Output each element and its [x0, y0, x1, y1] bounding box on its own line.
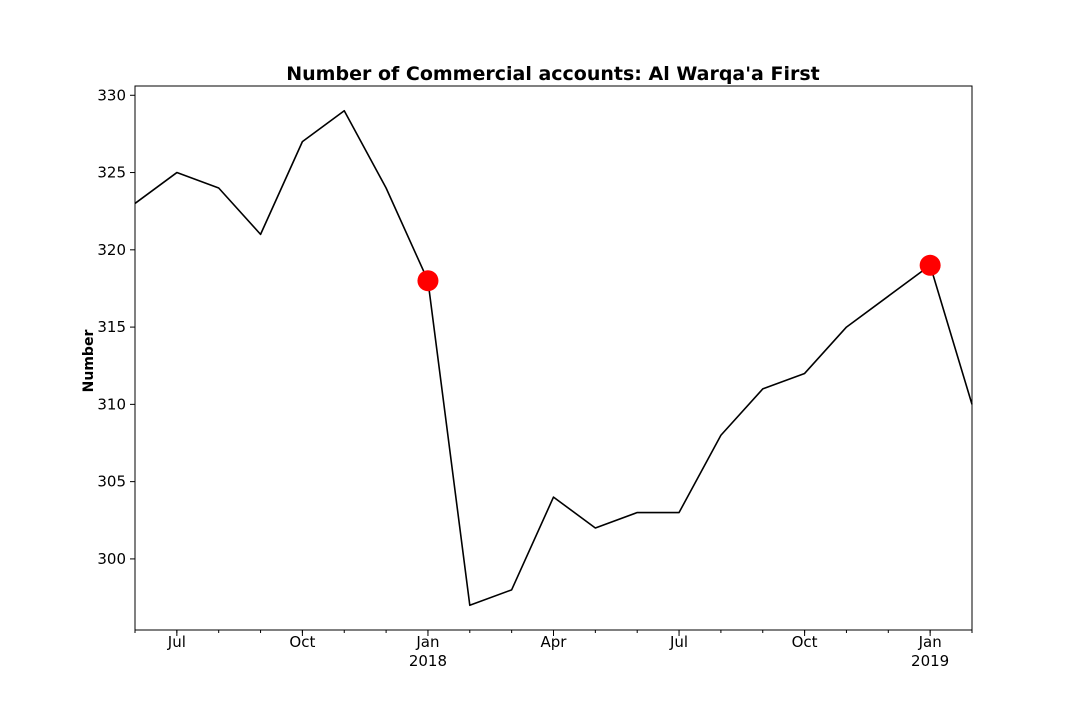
x-tick-label: Jul — [167, 633, 186, 651]
plot-area-frame — [134, 85, 973, 631]
y-tick-label: 300 — [97, 550, 126, 568]
y-tick-label: 305 — [97, 473, 126, 491]
series-group — [134, 109, 973, 607]
x-tick-label: Apr — [541, 633, 568, 651]
highlight-point — [417, 270, 439, 292]
y-axis-label: Number — [81, 330, 97, 393]
x-tick-label: Oct — [289, 633, 315, 651]
y-axis: 300 305 310 315 320 325 330 — [97, 86, 135, 568]
y-tick-label: 310 — [97, 395, 126, 413]
y-tick-label: 320 — [97, 241, 126, 259]
y-tick-label: 325 — [97, 164, 126, 182]
x-tick-year-label: 2019 — [911, 652, 949, 670]
chart-title: Number of Commercial accounts: Al Warqa'… — [286, 63, 820, 85]
x-tick-label: Jan — [918, 633, 942, 651]
highlight-markers — [417, 254, 941, 292]
series-line — [134, 109, 973, 607]
y-tick-label: 315 — [97, 318, 126, 336]
x-tick-label: Jul — [669, 633, 688, 651]
x-tick-label: Jan — [415, 633, 439, 651]
x-tick-year-label: 2018 — [409, 652, 447, 670]
y-tick-label: 330 — [97, 86, 126, 104]
highlight-point — [919, 254, 941, 276]
x-tick-label: Oct — [792, 633, 818, 651]
